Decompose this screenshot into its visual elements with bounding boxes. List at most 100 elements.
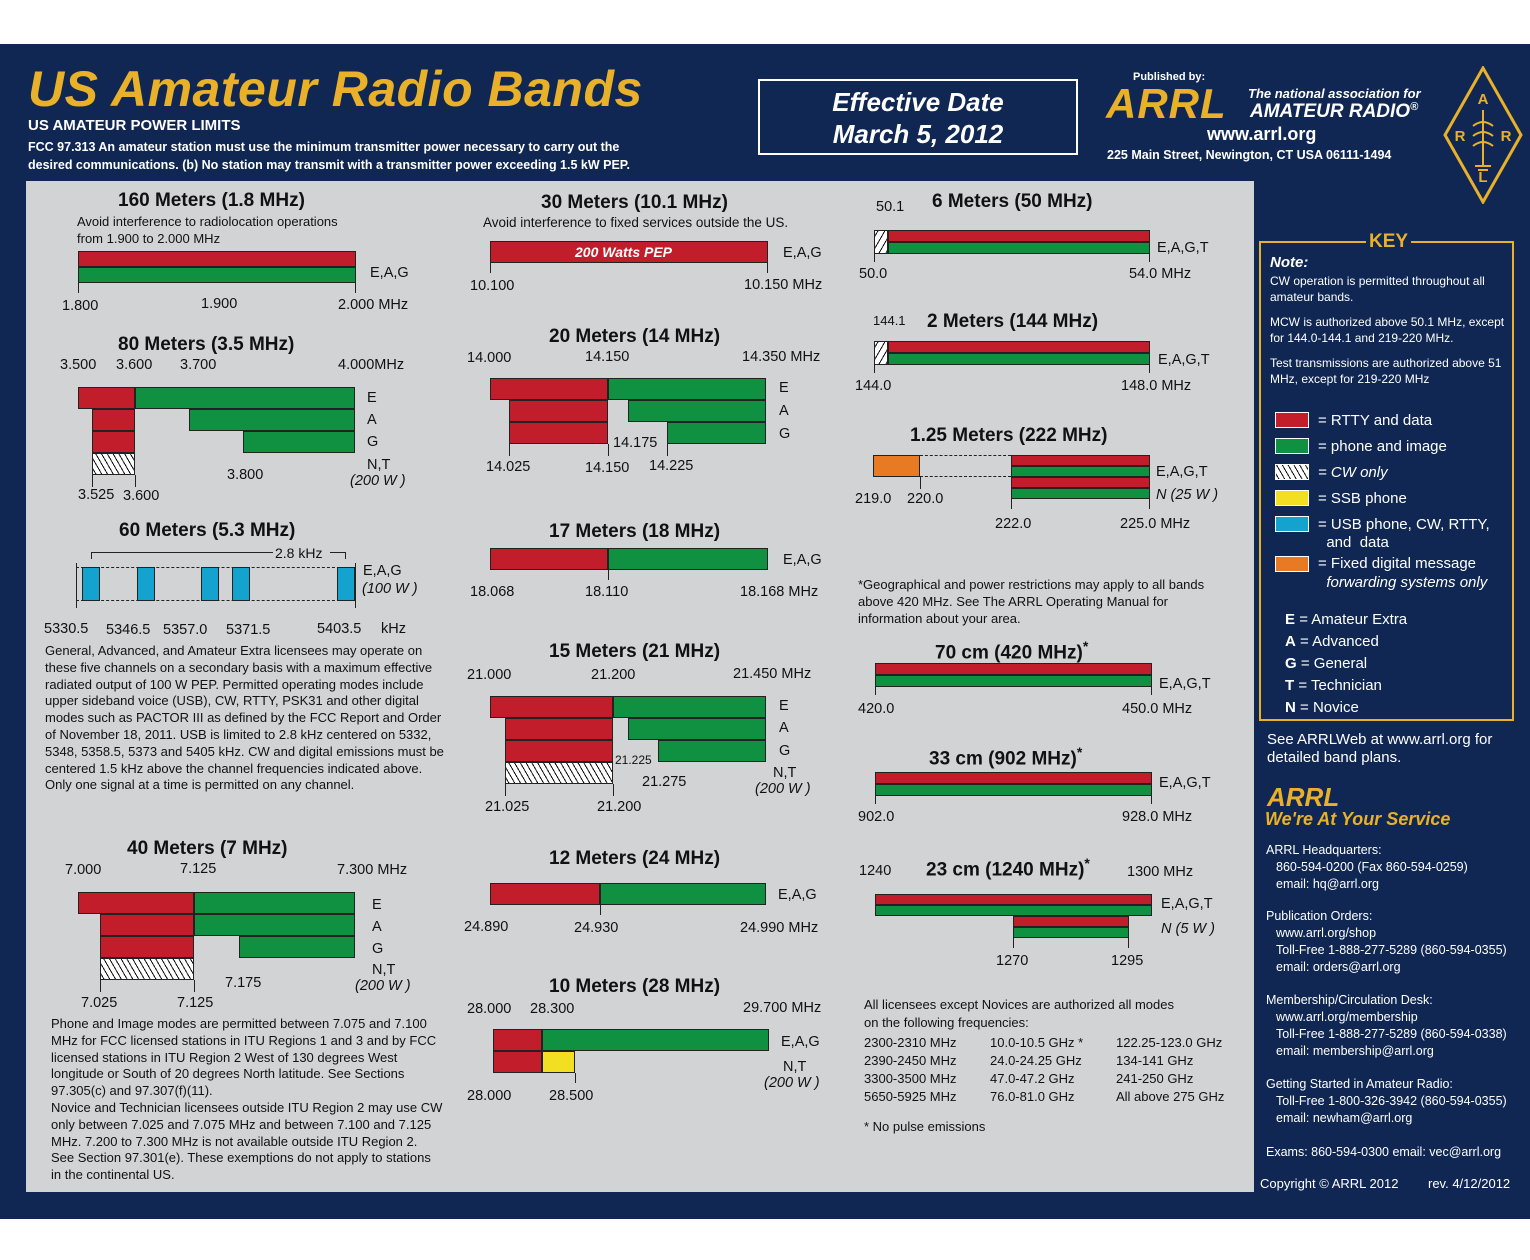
see-arrlweb[interactable]: See ARRLWeb at www.arrl.org for	[1267, 731, 1493, 748]
exams-contact: Exams: 860-594-0300 email: vec@arrl.org	[1266, 1145, 1502, 1159]
class-letter: A	[1285, 633, 1296, 650]
band-125-freq-2: 220.0	[907, 491, 944, 507]
band-125-unit: MHz	[1160, 516, 1191, 532]
band-6-freq-end-value: 54.0	[1129, 266, 1158, 282]
no-pulse-footnote: * No pulse emissions	[864, 1119, 986, 1134]
band-60-chan-4: 5371.5	[226, 622, 271, 638]
fcc-text-line2: desired communications. (b) No station m…	[28, 158, 631, 172]
band-15-label-g: G	[779, 743, 791, 759]
band-60-unit: kHz	[381, 621, 406, 637]
band-6-bar-red	[888, 230, 1150, 242]
band-23-freq-top2: 1300 MHz	[1127, 864, 1193, 880]
band-125-fixed-digital	[873, 455, 920, 477]
all-modes-freq: 2390-2450 MHz	[864, 1053, 957, 1068]
band-160-bar-red	[78, 251, 356, 267]
legend-usb-2: and data	[1318, 534, 1389, 551]
contact-member-url[interactable]: www.arrl.org/membership	[1276, 1010, 1418, 1024]
class-desc: = Technician	[1298, 677, 1382, 694]
band-23-title: 23 cm (1240 MHz)*	[926, 855, 1090, 881]
band-12-freq-3-value: 24.990	[740, 920, 785, 936]
contact-start-title: Getting Started in Amateur Radio:	[1266, 1077, 1453, 1091]
band-23-bar-red-1	[875, 894, 1152, 905]
class-technician: T = Technician	[1285, 677, 1382, 694]
band-20-freq-b1: 14.025	[486, 459, 531, 475]
band-23-tick	[1128, 938, 1129, 948]
band-80-freq-4: 4.000MHz	[338, 357, 404, 373]
band-20-tick	[667, 444, 668, 456]
band-15-label-e: E	[779, 698, 789, 714]
band-60-chan-2: 5346.5	[106, 622, 151, 638]
band-60-bw-line	[330, 552, 345, 553]
contact-start-email[interactable]: email: newham@arrl.org	[1276, 1111, 1413, 1125]
band-70-freq-end: 450.0 MHz	[1122, 701, 1192, 717]
band-15-freq-m2: 21.275	[642, 774, 687, 790]
band-20-freq-3-value: 14.350	[742, 349, 787, 365]
band-15-nt-power: (200 W )	[755, 781, 811, 797]
band-125-dash-top	[920, 455, 1011, 456]
band-60-description: General, Advanced, and Amateur Extra lic…	[45, 643, 444, 793]
band-160-freq-start: 1.800	[62, 298, 99, 314]
contact-hq-email[interactable]: email: hq@arrl.org	[1276, 877, 1380, 891]
band-125-freq-4: 225.0 MHz	[1120, 516, 1190, 532]
band-33-unit: MHz	[1162, 809, 1193, 825]
band-17-freq-3-value: 18.168	[740, 584, 785, 600]
band-40-nt-power: (200 W )	[355, 978, 411, 994]
band-17-tick	[608, 570, 609, 580]
band-20-extra-green	[608, 378, 766, 400]
band-23-star: *	[1084, 855, 1090, 871]
contact-pub-url[interactable]: www.arrl.org/shop	[1276, 926, 1377, 940]
revision: rev. 4/12/2012	[1428, 1176, 1511, 1191]
band-15-label-a: A	[779, 720, 789, 736]
key-note-3: Test transmissions are authorized above …	[1270, 356, 1502, 386]
band-15-extra-green	[613, 696, 766, 718]
band-60-chan-1: 5330.5	[44, 621, 89, 637]
band-40-tick	[194, 980, 195, 992]
band-125-bar-green-1	[1011, 466, 1150, 477]
band-12-licenses: E,A,G	[778, 887, 817, 903]
band-6-cw-segment	[874, 230, 888, 254]
band-23-novice: N (5 W )	[1161, 921, 1215, 937]
band-125-bar-red-1	[1011, 455, 1150, 466]
header-url[interactable]: www.arrl.org	[1207, 124, 1317, 144]
band-160-tick	[355, 283, 356, 293]
band-80-label-e: E	[367, 390, 377, 406]
band-15-gen-green	[658, 740, 766, 762]
band-80-freq-2: 3.600	[116, 357, 153, 373]
geo-restriction-note: *Geographical and power restrictions may…	[858, 577, 1205, 626]
band-2-tick	[1149, 365, 1150, 373]
all-modes-freq: 122.25-123.0 GHz	[1116, 1035, 1223, 1050]
class-letter: E	[1285, 611, 1296, 628]
band-20-freq-b3: 14.225	[649, 458, 694, 474]
contact-pub-email[interactable]: email: orders@arrl.org	[1276, 960, 1401, 974]
band-80-freq-b1: 3.800	[227, 467, 264, 483]
band-125-bar-red-2	[1011, 477, 1150, 488]
legend-cw: = CW only	[1318, 464, 1388, 481]
band-60-bandwidth: 2.8 kHz	[275, 545, 323, 561]
effective-date-label: Effective Date	[832, 87, 1004, 117]
band-80-tick	[92, 475, 93, 487]
all-modes-intro-1: All licensees except Novices are authori…	[864, 997, 1174, 1012]
band-20-adv-red	[509, 400, 608, 422]
band-6-unit: MHz	[1161, 266, 1192, 282]
band-60-channel-1	[82, 567, 100, 601]
band-33-star: *	[1076, 744, 1083, 760]
band-2-tick	[874, 365, 875, 373]
band-20-freq-b2: 14.150	[585, 460, 630, 476]
tagline-2-text: AMATEUR RADIO	[1250, 101, 1411, 122]
band-40-gen-red	[100, 936, 194, 958]
all-modes-freq: 76.0-81.0 GHz	[990, 1089, 1075, 1104]
band-60-channel-3	[201, 567, 219, 601]
band-15-label-nt: N,T	[773, 765, 797, 781]
band-60-channel-5	[337, 567, 355, 601]
band-70-bar-green	[875, 675, 1152, 687]
band-40-adv-red	[100, 914, 194, 936]
contact-member-email[interactable]: email: membership@arrl.org	[1276, 1044, 1434, 1058]
band-40-freq-b1: 7.175	[225, 975, 262, 991]
band-70-freq-end-value: 450.0	[1122, 701, 1159, 717]
diamond-letter-l: L	[1478, 169, 1487, 186]
band-70-freq-start: 420.0	[858, 701, 895, 717]
header-address: 225 Main Street, Newington, CT USA 06111…	[1107, 148, 1392, 162]
band-20-label-e: E	[779, 380, 789, 396]
band-80-novice-cw	[92, 453, 135, 475]
sidebar-arrl-logo: ARRL	[1267, 782, 1340, 812]
